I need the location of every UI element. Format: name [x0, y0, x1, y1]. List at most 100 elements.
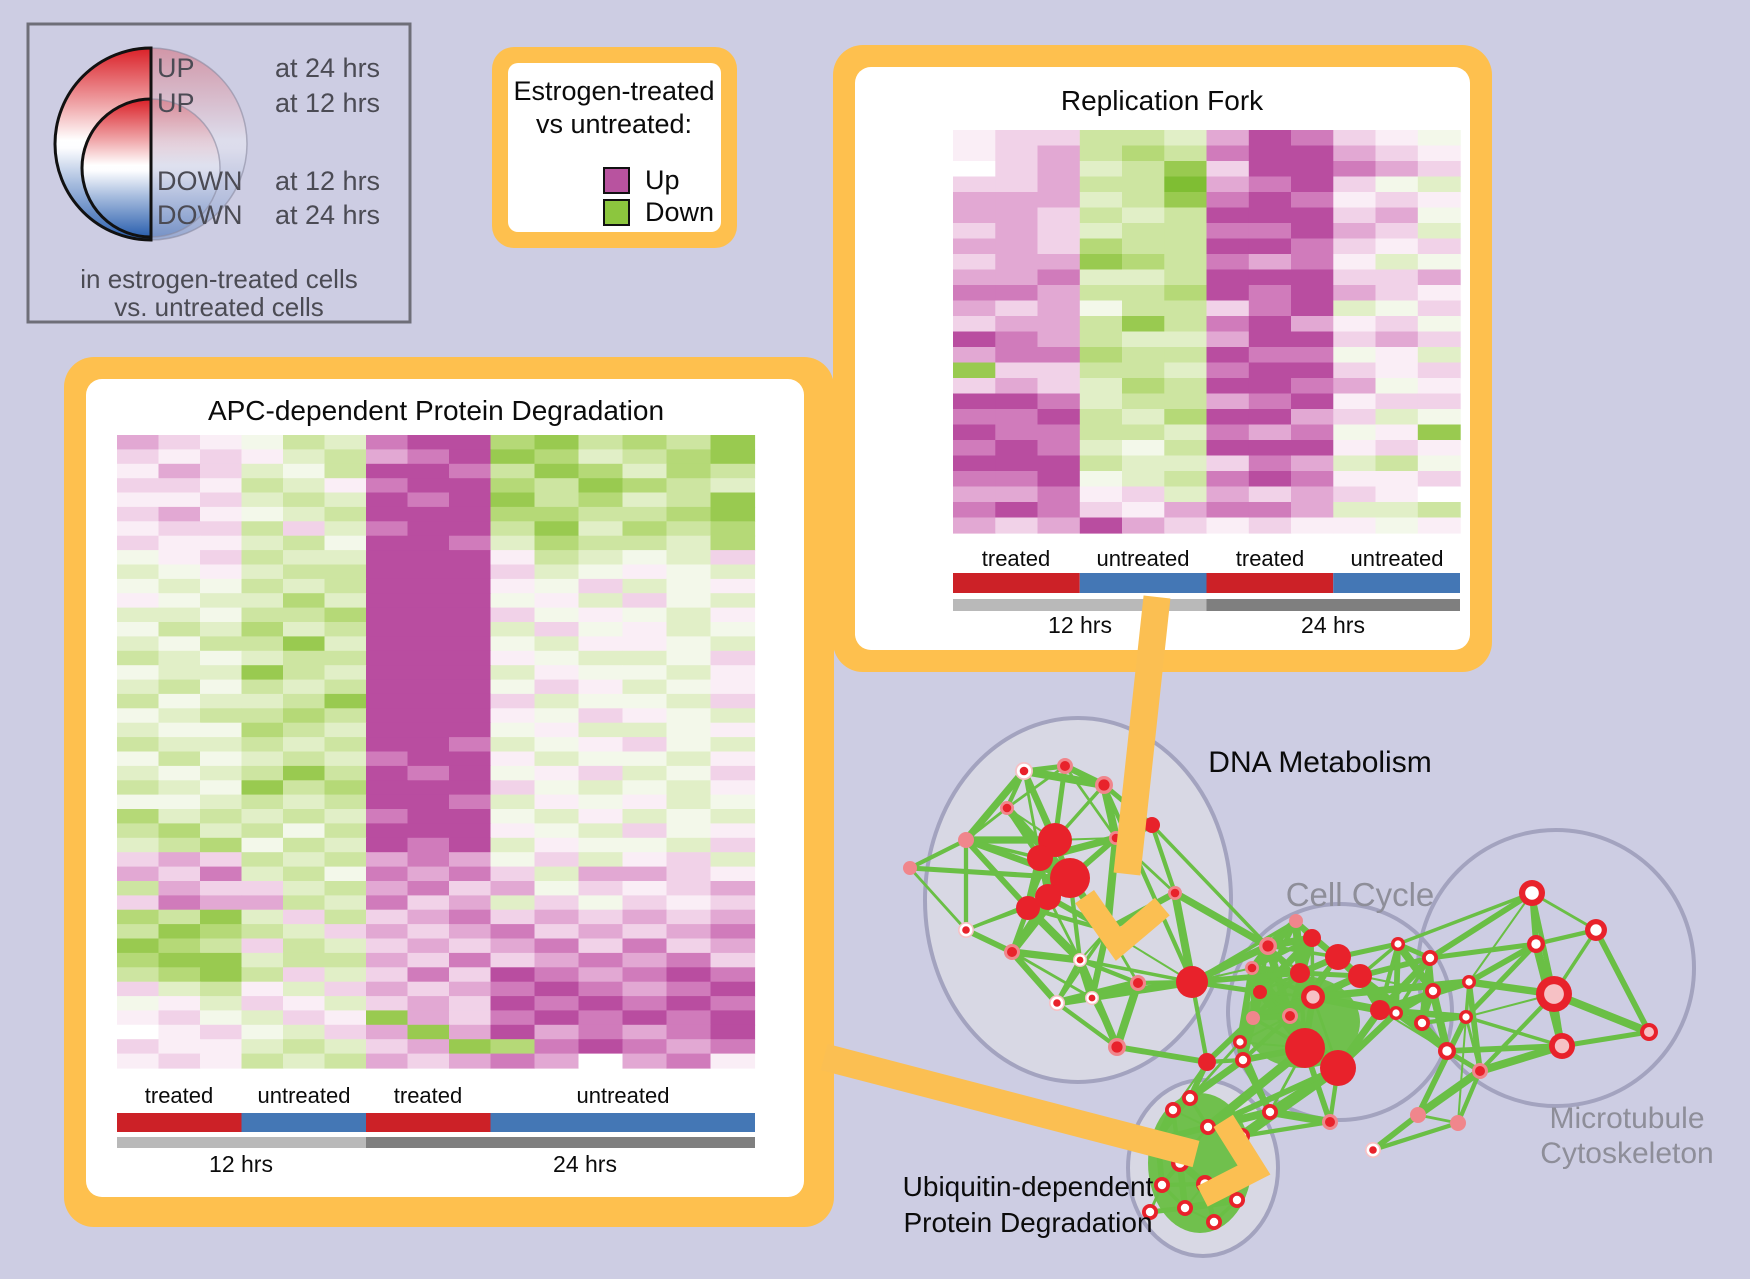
heatmap-cell: [241, 463, 284, 479]
heatmap-cell: [666, 751, 712, 767]
heatmap-cell: [366, 665, 409, 681]
network-edge: [963, 927, 1015, 955]
heatmap-cell: [1122, 223, 1165, 240]
network-edge: [1149, 822, 1178, 896]
heatmap-cell: [200, 1024, 243, 1040]
heatmap-cell: [534, 837, 580, 853]
network-node: [1525, 886, 1539, 900]
heatmap-cell: [200, 506, 243, 522]
heatmap-cell: [622, 535, 668, 551]
heatmap-cell: [200, 708, 243, 724]
heatmap-cell: [324, 636, 367, 652]
heatmap-cell: [117, 650, 160, 666]
heatmap-cell: [241, 607, 284, 623]
heatmap-cell: [710, 895, 756, 911]
network-edge: [1114, 1044, 1210, 1065]
updown-legend-box: UP at 24 hrs UP at 12 hrs DOWN at 12 hrs…: [26, 22, 412, 324]
heatmap-cell: [283, 737, 326, 753]
heatmap-cell: [407, 478, 450, 494]
heatmap-cell: [407, 722, 450, 738]
heatmap-cell: [1079, 331, 1123, 348]
heatmap-cell: [324, 809, 367, 824]
network-edge: [962, 767, 1028, 844]
heatmap-cell: [995, 455, 1039, 472]
heatmap-cell: [117, 622, 160, 637]
heatmap-cell: [534, 665, 580, 681]
heatmap-cell: [200, 636, 243, 652]
heatmap-cell: [578, 837, 624, 853]
heatmap-cell: [200, 895, 243, 911]
heatmap-cell: [158, 794, 201, 810]
heatmap-cell: [200, 1053, 243, 1069]
heatmap-cell: [1248, 223, 1292, 240]
legend-down-24-dir: DOWN: [157, 200, 242, 230]
heatmap-cell: [1122, 517, 1165, 534]
heatmap-cell: [158, 449, 201, 465]
heatmap-cell: [241, 967, 284, 983]
heatmap-cell: [283, 952, 326, 968]
heatmap-cell: [1164, 378, 1208, 395]
apc-panel: APC-dependent Protein Degradation treate…: [64, 357, 834, 1227]
network-node: [1247, 963, 1257, 973]
network-node: [1253, 985, 1267, 999]
heatmap-cell: [490, 535, 536, 551]
heatmap-cell: [1291, 362, 1334, 379]
network-node: [1088, 994, 1096, 1002]
heatmap-cell: [666, 909, 712, 925]
heatmap-cell: [666, 967, 712, 983]
heatmap-cell: [710, 492, 756, 508]
heatmap-cell: [490, 981, 536, 997]
network-edge: [1455, 1068, 1483, 1126]
heatmap-cell: [995, 145, 1039, 162]
heatmap-cell: [1079, 161, 1123, 178]
untreated-bar: [1079, 573, 1207, 593]
heatmap-cell: [158, 679, 201, 695]
heatmap-cell: [366, 881, 409, 896]
heatmap-cell: [578, 794, 624, 810]
heatmap-cell: [1079, 207, 1123, 224]
heatmap-cell: [1333, 192, 1377, 209]
heatmap-cell: [324, 837, 367, 853]
heatmap-cell: [1164, 347, 1208, 364]
heatmap-cell: [995, 409, 1039, 426]
heatmap-cell: [710, 636, 756, 652]
heatmap-cell: [158, 550, 201, 566]
heatmap-cell: [534, 693, 580, 709]
heatmap-cell: [117, 1024, 160, 1040]
heatmap-cell: [449, 636, 492, 652]
heatmap-cell: [1037, 471, 1081, 488]
heatmap-cell: [490, 837, 536, 853]
heatmap-cell: [578, 881, 624, 896]
heatmap-cell: [283, 909, 326, 925]
heatmap-cell: [158, 535, 201, 551]
heatmap-cell: [1079, 316, 1123, 333]
heatmap-cell: [1079, 455, 1123, 472]
heatmap-cell: [995, 486, 1039, 503]
heatmap-cell: [324, 765, 367, 781]
heatmap-cell: [366, 765, 409, 781]
heatmap-cell: [995, 176, 1039, 193]
heatmap-cell: [117, 881, 160, 896]
heatmap-cell: [534, 981, 580, 997]
heatmap-cell: [200, 794, 243, 810]
heatmap-cell: [1122, 502, 1165, 519]
heatmap-cell: [158, 967, 201, 983]
heatmap-cell: [1037, 440, 1081, 457]
heatmap-cell: [324, 463, 367, 479]
heatmap-cell: [534, 751, 580, 767]
heatmap-cell: [1079, 176, 1123, 193]
heatmap-cell: [1333, 471, 1377, 488]
heatmap-cell: [1079, 300, 1123, 317]
heatmap-cell: [158, 722, 201, 738]
heatmap-cell: [241, 952, 284, 968]
heatmap-cell: [324, 996, 367, 1012]
heatmap-cell: [366, 837, 409, 853]
heatmap-cell: [1037, 285, 1081, 302]
heatmap-cell: [1122, 362, 1165, 379]
heatmap-cell: [622, 722, 668, 738]
heatmap-cell: [534, 1039, 580, 1055]
heatmap-cell: [666, 708, 712, 724]
heatmap-cell: [1164, 192, 1208, 209]
heatmap-cell: [324, 578, 367, 594]
heatmap-cell: [622, 636, 668, 652]
